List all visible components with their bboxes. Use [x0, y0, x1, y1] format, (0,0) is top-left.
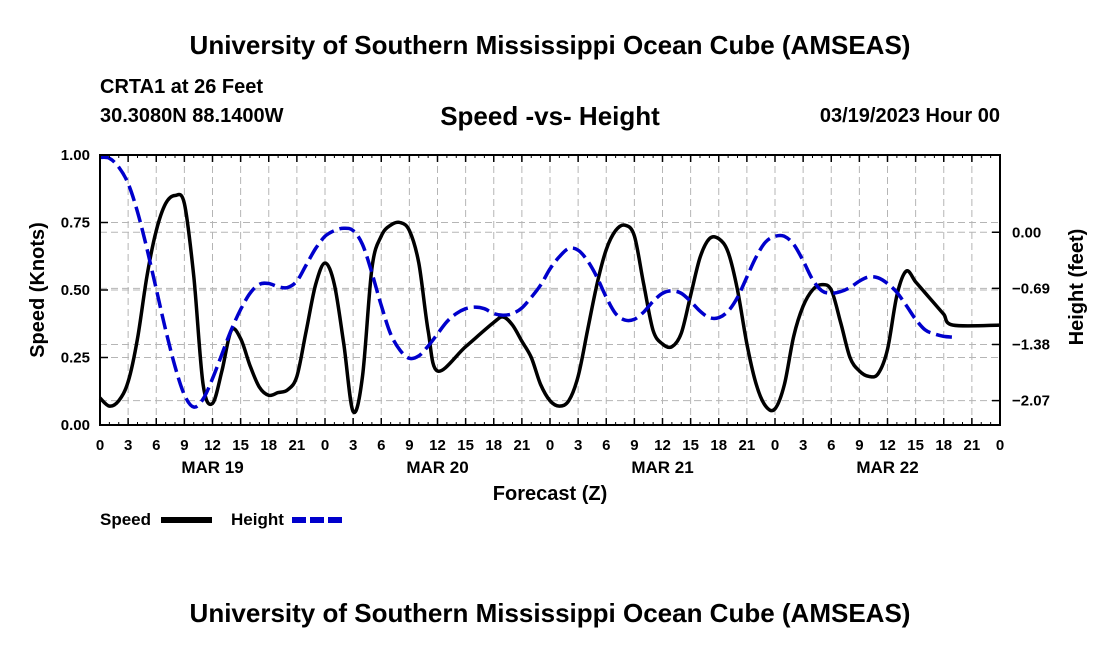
- y-tick-label: 1.00: [61, 147, 90, 164]
- series-line-speed: [98, 192, 1001, 415]
- x-tick-label: 3: [574, 437, 582, 454]
- legend: Speed Height: [100, 510, 342, 529]
- x-tick-label: 0: [996, 437, 1004, 454]
- x-tick-label: 0: [321, 437, 329, 454]
- x-day-label: MAR 20: [406, 458, 468, 477]
- y-axis-label: Speed (Knots): [27, 222, 49, 358]
- x-tick-label: 12: [204, 437, 221, 454]
- y2-tick-label: −2.07: [1012, 393, 1050, 410]
- y2-tick-label: 0.00: [1012, 224, 1041, 241]
- x-tick-label: 15: [232, 437, 249, 454]
- footer-title: University of Southern Mississippi Ocean…: [189, 598, 911, 628]
- x-tick-label: 3: [799, 437, 807, 454]
- x-tick-label: 21: [289, 437, 306, 454]
- x-tick-label: 15: [457, 437, 474, 454]
- y-tick-label: 0.50: [61, 282, 90, 299]
- coordinates-label: 30.3080N 88.1400W: [100, 105, 284, 127]
- x-tick-label: 3: [349, 437, 357, 454]
- x-tick-label: 18: [485, 437, 502, 454]
- x-tick-label: 0: [96, 437, 104, 454]
- x-tick-label: 12: [429, 437, 446, 454]
- y2-tick-label: −0.69: [1012, 280, 1050, 297]
- axes: 0 3 6 9 12 15 18 21 0 3 6 9 12 15 18 21 0 3 6 9 12 15 18 21 0 3 6 9…: [61, 147, 1050, 477]
- x-tick-label: 18: [935, 437, 952, 454]
- x-tick-label: 15: [682, 437, 699, 454]
- y2-tick-label: −1.38: [1012, 336, 1050, 353]
- x-tick-label: 18: [710, 437, 727, 454]
- x-tick-label: 6: [827, 437, 835, 454]
- x-tick-label: 9: [630, 437, 638, 454]
- series: [98, 155, 1001, 415]
- x-tick-label: 9: [405, 437, 413, 454]
- x-day-label: MAR 22: [856, 458, 918, 477]
- x-tick-label: 6: [152, 437, 160, 454]
- y-tick-label: 0.00: [61, 417, 90, 434]
- x-axis-label: Forecast (Z): [493, 483, 607, 505]
- x-day-label: MAR 19: [181, 458, 243, 477]
- y-tick-label: 0.75: [61, 215, 90, 232]
- x-tick-label: 21: [739, 437, 756, 454]
- chart-subtitle: Speed -vs- Height: [440, 101, 660, 131]
- x-tick-label: 12: [654, 437, 671, 454]
- x-tick-label: 3: [124, 437, 132, 454]
- y2-axis-label: Height (feet): [1066, 229, 1088, 346]
- x-tick-label: 9: [180, 437, 188, 454]
- x-tick-label: 12: [879, 437, 896, 454]
- x-tick-label: 6: [377, 437, 385, 454]
- x-tick-label: 9: [855, 437, 863, 454]
- station-label: CRTA1 at 26 Feet: [100, 76, 264, 98]
- forecast-date: 03/19/2023 Hour 00: [819, 105, 1000, 127]
- x-tick-label: 6: [602, 437, 610, 454]
- grid: [100, 155, 1000, 425]
- legend-speed-label: Speed: [100, 510, 151, 529]
- x-tick-label: 0: [546, 437, 554, 454]
- page-title: University of Southern Mississippi Ocean…: [189, 30, 911, 60]
- x-tick-label: 18: [260, 437, 277, 454]
- x-tick-label: 21: [514, 437, 531, 454]
- legend-height-label: Height: [231, 510, 284, 529]
- x-tick-label: 15: [907, 437, 924, 454]
- series-line-height: [99, 155, 954, 409]
- y-tick-label: 0.25: [61, 350, 90, 367]
- x-tick-label: 21: [964, 437, 981, 454]
- x-tick-label: 0: [771, 437, 779, 454]
- x-day-label: MAR 21: [631, 458, 693, 477]
